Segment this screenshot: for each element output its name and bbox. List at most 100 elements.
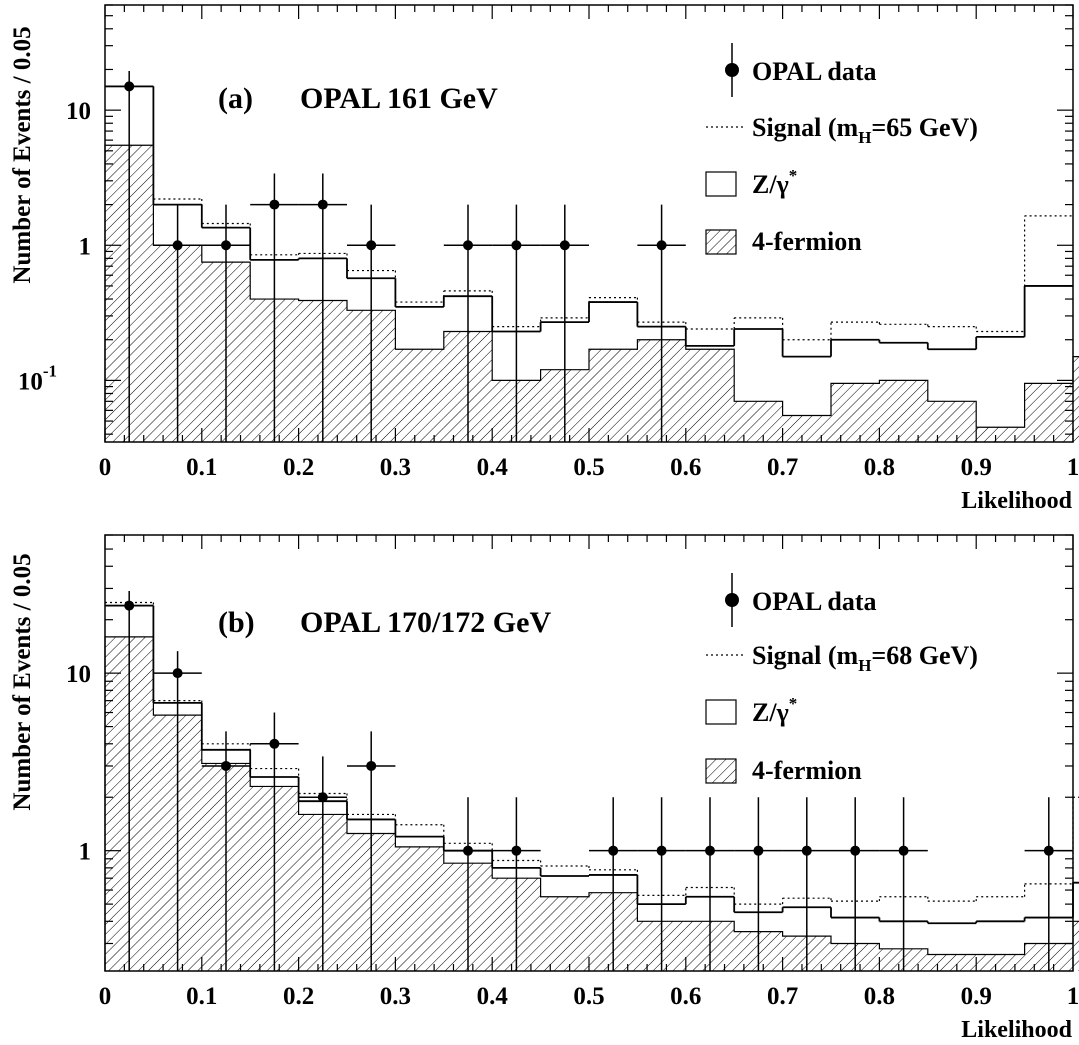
data-point [801, 845, 812, 856]
x-tick-label: 0 [99, 983, 112, 1010]
data-point [705, 845, 715, 856]
data-point [608, 845, 619, 856]
fourfermion-bar [976, 954, 1025, 971]
data-point [753, 845, 764, 856]
fourfermion-outline [104, 144, 1079, 442]
panel-b-xlabel: Likelihood [961, 1017, 1072, 1043]
data-point [463, 845, 473, 856]
legend-data-marker [725, 43, 739, 97]
x-tick-label: 0.9 [961, 983, 992, 1010]
panel-b-ylabel: Number of Events / 0.05 [9, 553, 36, 810]
y-tick-label: 10 [66, 98, 91, 125]
fourfermion-bar [395, 846, 444, 971]
x-tick-label: 1 [1067, 454, 1079, 481]
panel-b-title: OPAL 170/172 GeV [300, 606, 551, 639]
fourfermion-bar [976, 427, 1025, 442]
data-point [656, 240, 667, 251]
fourfermion-bar [540, 896, 589, 971]
data-point [656, 845, 667, 856]
data-point [317, 199, 328, 210]
y-tick-label: 1 [79, 839, 92, 866]
x-tick-label: 0.4 [477, 983, 509, 1010]
fourfermion-bar [831, 383, 880, 442]
legend-zgamma-swatch [705, 699, 737, 725]
x-tick-label: 0.6 [670, 983, 701, 1010]
legend-zgamma-label: Z/γ* [752, 166, 797, 199]
data-point [221, 240, 231, 251]
legend-signal-label: Signal (mH=68 GeV) [752, 641, 978, 675]
x-tick-label: 0.9 [961, 454, 992, 481]
panel-a-ylabel: Number of Events / 0.05 [9, 26, 36, 283]
data-point [463, 240, 473, 251]
panel-a-legend: OPAL data Signal (mH=65 GeV) Z/γ* 4-ferm… [705, 43, 978, 256]
x-tick-label: 0.1 [186, 454, 217, 481]
x-tick-label: 0.4 [477, 454, 509, 481]
data-point [559, 240, 570, 251]
data-point [124, 600, 135, 611]
fourfermion-bar [1073, 921, 1079, 971]
x-tick-label: 0.7 [767, 454, 798, 481]
data-point [898, 845, 909, 856]
x-tick-label: 0.1 [186, 983, 217, 1010]
fourfermion-outline [104, 636, 1079, 971]
data-point [269, 199, 280, 210]
fourfermion-bar [395, 349, 444, 442]
x-tick-label: 1 [1067, 983, 1079, 1010]
data-point [221, 760, 231, 771]
panel-b-legend: OPAL data Signal (mH=68 GeV) Z/γ* 4-ferm… [705, 573, 978, 785]
fourfermion-bar [1024, 383, 1073, 442]
panel-a-xlabel: Likelihood [961, 488, 1072, 514]
data-point [366, 240, 377, 251]
legend-4fermion-label: 4-fermion [752, 227, 862, 256]
panel-a-title: OPAL 161 GeV [300, 82, 498, 115]
x-tick-label: 0.6 [670, 454, 701, 481]
data-point [511, 240, 522, 251]
panel-a: (a) OPAL 161 GeV Number of Events / 0.05… [9, 4, 1079, 514]
data-point [850, 845, 861, 856]
fourfermion-bar [927, 401, 977, 442]
plot-area [104, 591, 1079, 971]
y-tick-label: 1 [79, 233, 92, 260]
legend-4fermion-swatch [705, 229, 737, 255]
legend-data-label: OPAL data [752, 587, 876, 616]
legend-4fermion-swatch [705, 758, 737, 784]
panel-b: (b) OPAL 170/172 GeV Number of Events / … [9, 534, 1079, 1043]
fourfermion-bar [1073, 356, 1079, 442]
fourfermion-bar [685, 349, 735, 442]
x-tick-label: 0 [99, 454, 112, 481]
x-tick-label: 0.5 [573, 983, 604, 1010]
panel-b-label: (b) [218, 606, 255, 639]
x-tick-label: 0.2 [283, 983, 314, 1010]
data-point [1043, 845, 1054, 856]
data-point [172, 668, 183, 679]
panel-a-label: (a) [218, 82, 253, 115]
fourfermion-bar [734, 401, 783, 442]
data-point [172, 240, 183, 251]
fourfermion-bar [879, 380, 928, 442]
y-tick-label: 10 [66, 661, 91, 688]
data-point [317, 792, 328, 803]
x-tick-label: 0.7 [767, 983, 798, 1010]
fourfermion-bar [589, 349, 638, 442]
legend-signal-label: Signal (mH=65 GeV) [752, 113, 978, 147]
x-tick-label: 0.5 [573, 454, 604, 481]
fourfermion-bar [927, 954, 977, 971]
plot-area [104, 70, 1079, 442]
legend-4fermion-label: 4-fermion [752, 756, 862, 785]
x-tick-label: 0.2 [283, 454, 314, 481]
fourfermion-bar [782, 415, 831, 442]
data-point [269, 738, 280, 749]
legend-zgamma-label: Z/γ* [752, 694, 797, 727]
legend-data-label: OPAL data [752, 57, 876, 86]
x-tick-label: 0.3 [380, 983, 411, 1010]
x-tick-label: 0.8 [864, 454, 895, 481]
data-point [511, 845, 522, 856]
legend-zgamma-swatch [705, 171, 737, 197]
legend-data-marker [725, 573, 739, 627]
x-tick-label: 0.8 [864, 983, 895, 1010]
x-tick-label: 0.3 [380, 454, 411, 481]
data-point [366, 760, 377, 771]
data-point [124, 81, 135, 92]
y-tick-label: 10-1 [18, 361, 57, 395]
